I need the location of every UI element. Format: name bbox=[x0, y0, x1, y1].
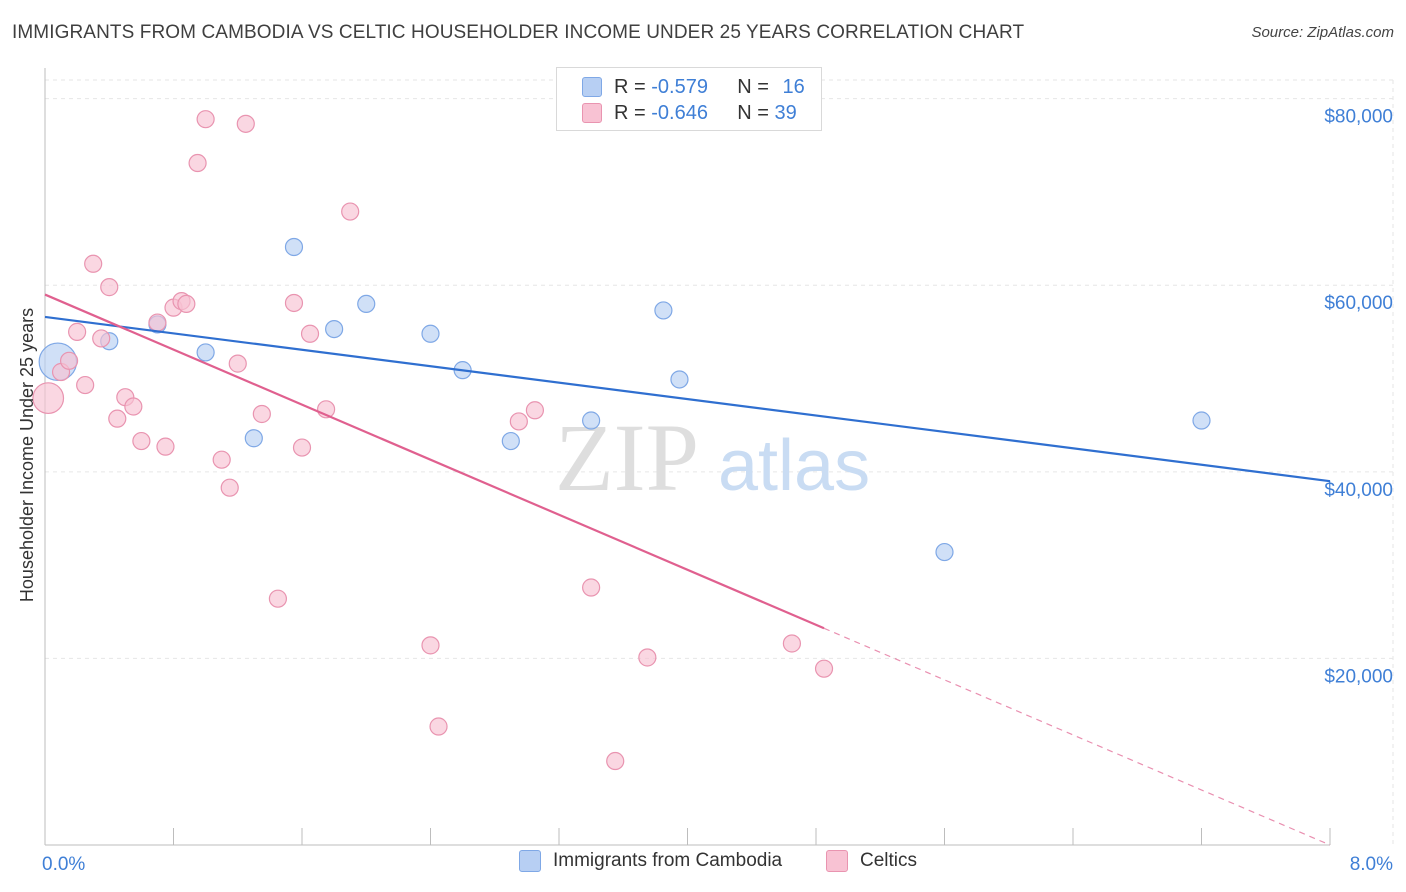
data-point bbox=[268, 589, 288, 608]
source-label: Source: ZipAtlas.com bbox=[1251, 24, 1394, 41]
legend-n-label: N = bbox=[737, 101, 769, 124]
correlation-legend: R = -0.579 N = 16 R = -0.646 N = 39 bbox=[556, 67, 822, 131]
y-tick-label: $40,000 bbox=[1324, 480, 1393, 501]
data-point bbox=[284, 293, 304, 313]
data-point bbox=[325, 319, 344, 339]
legend-item-cambodia: Immigrants from Cambodia bbox=[519, 850, 782, 872]
tick-labels: $20,000 $40,000 $60,000 $80,000 0.0% 8.0% bbox=[42, 107, 1393, 875]
series-legend: Immigrants from Cambodia Celtics bbox=[0, 850, 1406, 878]
watermark-atlas: atlas bbox=[718, 426, 870, 506]
y-tick-label: $60,000 bbox=[1324, 293, 1393, 314]
legend-label-cambodia: Immigrants from Cambodia bbox=[553, 850, 783, 871]
data-point bbox=[228, 354, 247, 373]
chart-title: IMMIGRANTS FROM CAMBODIA VS CELTIC HOUSE… bbox=[12, 22, 1025, 43]
data-point bbox=[196, 110, 215, 129]
data-point bbox=[132, 431, 151, 451]
data-point bbox=[252, 404, 271, 424]
data-point bbox=[124, 397, 143, 416]
data-points bbox=[32, 110, 1211, 771]
data-point bbox=[341, 202, 360, 221]
legend-swatch-celtics bbox=[582, 103, 602, 123]
legend-row-celtics: R = -0.646 N = 39 bbox=[582, 101, 797, 125]
data-point bbox=[32, 382, 65, 415]
data-point bbox=[244, 429, 263, 448]
trend-line-celtics-extrapolated bbox=[823, 627, 1331, 846]
data-point bbox=[292, 438, 312, 457]
watermark-zip: ZIP bbox=[555, 404, 699, 511]
data-point bbox=[148, 313, 167, 332]
legend-swatch-cambodia bbox=[519, 850, 541, 872]
y-tick-label: $80,000 bbox=[1324, 107, 1393, 128]
data-point bbox=[84, 254, 103, 273]
legend-n-value: 16 bbox=[782, 75, 805, 98]
trend-line-cambodia bbox=[44, 315, 1331, 483]
data-point bbox=[196, 343, 215, 362]
series-cambodia bbox=[38, 237, 1211, 562]
legend-r-label: R = bbox=[614, 101, 646, 124]
y-tick-label: $20,000 bbox=[1324, 666, 1393, 687]
data-point bbox=[92, 329, 111, 348]
data-point bbox=[300, 324, 320, 343]
legend-swatch-cambodia bbox=[582, 77, 602, 97]
trend-lines bbox=[44, 293, 1331, 846]
data-point bbox=[59, 351, 79, 370]
legend-row-cambodia: R = -0.579 N = 16 bbox=[582, 75, 805, 99]
data-point bbox=[582, 411, 601, 430]
data-point bbox=[782, 634, 802, 653]
data-point bbox=[188, 153, 207, 173]
data-point bbox=[525, 401, 545, 420]
data-point bbox=[100, 278, 119, 297]
data-point bbox=[501, 431, 520, 451]
data-point bbox=[212, 450, 231, 469]
legend-r-value: -0.646 bbox=[651, 101, 708, 124]
data-point bbox=[421, 636, 440, 655]
data-point bbox=[582, 578, 601, 597]
y-axis-label: Householder Income Under 25 years bbox=[17, 308, 37, 602]
legend-item-celtics: Celtics bbox=[826, 850, 917, 872]
legend-n-value: 39 bbox=[774, 101, 797, 124]
data-point bbox=[156, 437, 175, 456]
trend-line-celtics bbox=[44, 293, 825, 630]
data-point bbox=[509, 412, 528, 431]
legend-swatch-celtics bbox=[826, 850, 848, 872]
legend-label-celtics: Celtics bbox=[860, 850, 918, 871]
data-point bbox=[108, 409, 127, 428]
data-point bbox=[935, 542, 954, 562]
data-point bbox=[670, 370, 689, 389]
data-point bbox=[68, 322, 87, 341]
data-point bbox=[814, 659, 834, 678]
data-point bbox=[357, 294, 376, 314]
legend-r-label: R = bbox=[614, 75, 646, 98]
series-celtics bbox=[32, 110, 834, 771]
data-point bbox=[421, 324, 440, 343]
data-point bbox=[654, 301, 673, 320]
data-point bbox=[220, 478, 239, 497]
legend-r-value: -0.579 bbox=[651, 75, 708, 98]
legend-n-label: N = bbox=[737, 75, 769, 98]
data-point bbox=[177, 294, 196, 314]
data-point bbox=[236, 114, 255, 133]
data-point bbox=[429, 717, 448, 736]
x-tick-label: 8.0% bbox=[1350, 854, 1393, 875]
data-point bbox=[638, 648, 657, 667]
data-point bbox=[606, 751, 625, 771]
data-point bbox=[284, 237, 304, 257]
x-tick-label: 0.0% bbox=[42, 854, 85, 875]
watermark: ZIP atlas bbox=[555, 404, 870, 511]
axes bbox=[44, 68, 1331, 846]
data-point bbox=[1192, 411, 1211, 430]
data-point bbox=[76, 375, 95, 395]
